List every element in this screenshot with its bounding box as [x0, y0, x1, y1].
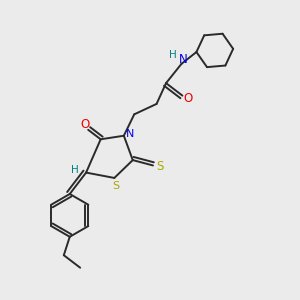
Text: S: S	[112, 181, 119, 191]
Text: H: H	[71, 165, 79, 175]
Text: N: N	[178, 53, 188, 66]
Text: S: S	[156, 160, 163, 173]
Text: H: H	[169, 50, 177, 61]
Text: N: N	[126, 129, 135, 139]
Text: O: O	[80, 118, 89, 131]
Text: O: O	[183, 92, 192, 105]
